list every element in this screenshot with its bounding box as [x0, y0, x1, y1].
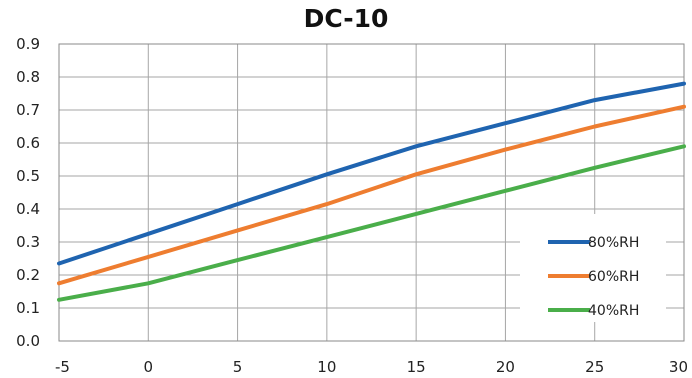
- x-tick-label: 0: [144, 358, 154, 376]
- y-tick-label: 0.2: [16, 266, 40, 284]
- y-tick-label: 0.7: [16, 101, 40, 119]
- legend-label: 60%RH: [588, 269, 639, 285]
- series-line: [57, 81, 686, 266]
- x-tick-labels: -5 0 5 10 15 20 25 30: [55, 358, 688, 376]
- x-tick-label: -5: [55, 358, 70, 376]
- axes: [58, 43, 685, 342]
- y-tick-label: 0.6: [16, 134, 40, 152]
- series-line: [57, 104, 686, 286]
- legend: 80%RH 60%RH 40%RH: [520, 214, 666, 322]
- legend-box: [520, 214, 666, 322]
- series-line: [57, 144, 686, 302]
- y-tick-label: 0.3: [16, 233, 40, 251]
- x-tick-label: 20: [496, 358, 515, 376]
- x-tick-label: 30: [669, 358, 688, 376]
- y-tick-label: 0.4: [16, 200, 40, 218]
- x-tick-label: 25: [585, 358, 604, 376]
- y-tick-label: 0.8: [16, 68, 40, 86]
- chart-title: DC-10: [303, 4, 389, 33]
- y-tick-label: 0.5: [16, 167, 40, 185]
- y-tick-label: 0.0: [16, 332, 40, 350]
- x-tick-label: 5: [233, 358, 243, 376]
- x-tick-label: 10: [317, 358, 336, 376]
- legend-label: 80%RH: [588, 235, 639, 251]
- legend-label: 40%RH: [588, 303, 639, 319]
- y-tick-labels: 0.0 0.1 0.2 0.3 0.4 0.5 0.6 0.7 0.8 0.9: [16, 35, 40, 350]
- series-lines: [57, 81, 686, 302]
- y-tick-label: 0.1: [16, 299, 40, 317]
- y-tick-label: 0.9: [16, 35, 40, 53]
- plot-frame: [58, 43, 685, 342]
- x-tick-label: 15: [407, 358, 426, 376]
